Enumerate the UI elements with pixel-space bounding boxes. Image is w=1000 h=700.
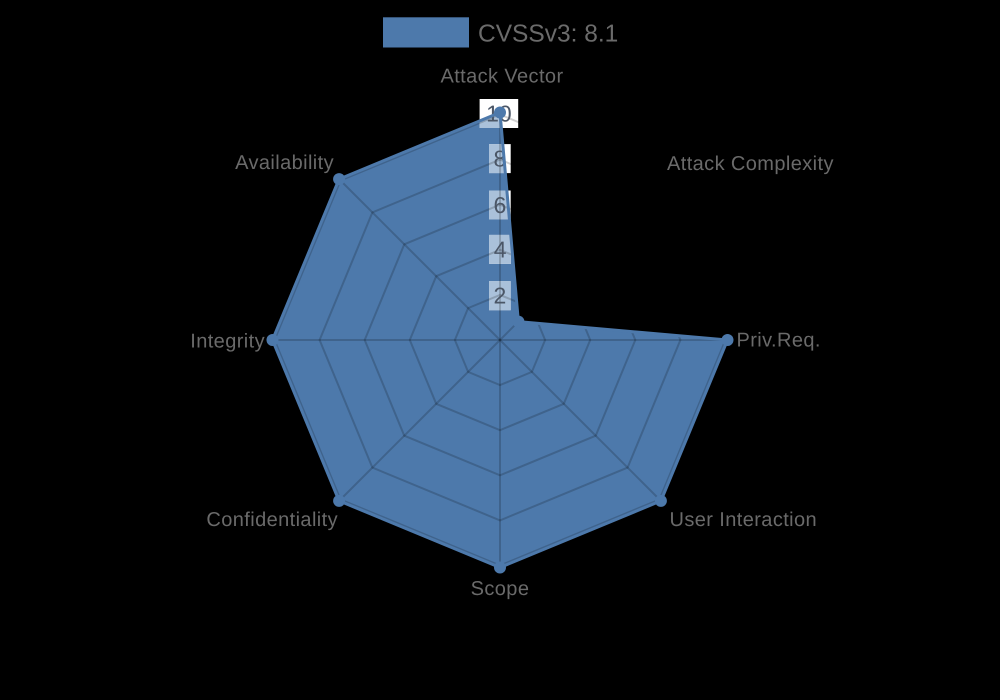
svg-text:Priv.Req.: Priv.Req. [737,330,821,352]
svg-text:CVSSv3: 8.1: CVSSv3: 8.1 [478,21,618,48]
svg-text:Scope: Scope [471,578,530,600]
svg-text:4: 4 [494,236,507,262]
svg-text:2: 2 [494,283,507,309]
svg-text:Attack Complexity: Attack Complexity [667,153,834,175]
svg-text:Integrity: Integrity [190,331,265,353]
svg-text:User Interaction: User Interaction [670,509,818,531]
svg-text:Confidentiality: Confidentiality [206,509,338,531]
svg-text:6: 6 [494,192,507,218]
svg-text:Availability: Availability [235,152,334,174]
svg-text:Attack Vector: Attack Vector [440,66,563,88]
